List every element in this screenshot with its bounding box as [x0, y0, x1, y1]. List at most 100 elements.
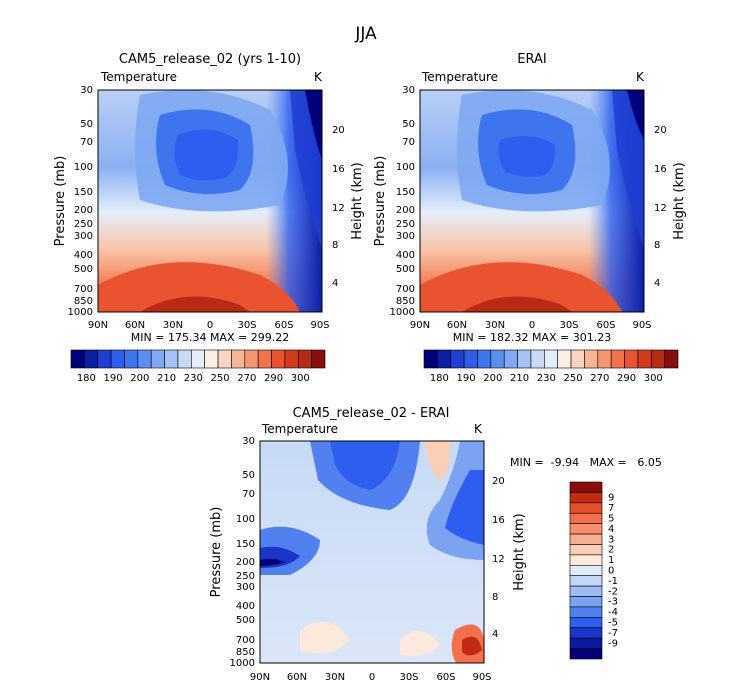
colorbar-label: -1 — [608, 576, 618, 587]
plot-frame — [419, 89, 645, 313]
colorbar-swatch — [610, 349, 625, 369]
colorbar-label: 190 — [104, 373, 123, 384]
colorbar-swatch — [217, 349, 232, 369]
panel-model: CAM5_release_02 (yrs 1-10) Temperature K… — [53, 52, 365, 384]
colorbar-label: 4 — [608, 524, 614, 535]
colorbar-swatch — [503, 349, 518, 369]
colorbar-swatch — [450, 349, 465, 369]
colorbar-swatch — [650, 349, 665, 369]
colorbar-label: -2 — [608, 586, 618, 597]
lat-tick: 30N — [325, 672, 345, 683]
lat-tick: 30S — [399, 672, 418, 683]
pressure-tick: 70 — [80, 137, 93, 148]
lat-tick: 90N — [88, 320, 108, 331]
min-max-label: MIN = 175.34 MAX = 299.22 — [131, 331, 289, 344]
pressure-tick: 100 — [74, 162, 93, 173]
height-tick: 20 — [654, 125, 667, 136]
colorbar-swatch — [244, 349, 259, 369]
panel-difference: CAM5_release_02 - ERAI Temperature K 30 … — [209, 406, 662, 683]
panel-variable-label: Temperature — [421, 70, 498, 84]
y-axis-label: Pressure (mb) — [53, 156, 68, 247]
colorbar-swatch — [569, 481, 603, 493]
colorbar-swatch — [569, 637, 603, 649]
colorbar-swatch — [297, 349, 312, 369]
lat-tick: 60S — [274, 320, 293, 331]
colorbar-label: 200 — [130, 373, 149, 384]
panel-title: CAM5_release_02 (yrs 1-10) — [119, 52, 301, 67]
panel-variable-label: Temperature — [100, 70, 177, 84]
colorbar-label: 7 — [608, 503, 614, 514]
colorbar-swatch — [124, 349, 139, 369]
pressure-tick: 250 — [396, 219, 415, 230]
colorbar-label: 5 — [608, 513, 614, 524]
colorbar-swatch — [569, 596, 603, 608]
pressure-tick: 500 — [396, 264, 415, 275]
colorbar-swatch — [569, 627, 603, 639]
pressure-tick: 100 — [236, 514, 255, 525]
panel-variable-label: Temperature — [261, 422, 338, 436]
colorbar-label: -5 — [608, 618, 618, 629]
colorbar-label: 190 — [457, 373, 476, 384]
pressure-axis: 30 50 70 100 150 200 250 300 400 500 700… — [390, 85, 415, 318]
lat-tick: 90S — [632, 320, 651, 331]
lat-tick: 30S — [237, 320, 256, 331]
pressure-tick: 850 — [74, 296, 93, 307]
pressure-tick: 300 — [74, 231, 93, 242]
lat-tick: 90S — [472, 672, 491, 683]
lat-tick: 90N — [250, 672, 270, 683]
colorbar-label: -3 — [608, 597, 618, 608]
colorbar-label: 230 — [184, 373, 203, 384]
pressure-axis: 30 50 70 100 150 200 250 300 400 500 700… — [230, 436, 255, 669]
latitude-axis: 90N 60N 30N 0 30S 60S 90S — [250, 672, 492, 683]
colorbar-label: 290 — [617, 373, 636, 384]
pressure-tick: 50 — [80, 119, 93, 130]
height-tick: 8 — [492, 592, 498, 603]
colorbar-swatch — [191, 349, 205, 369]
colorbar-label: 9 — [608, 493, 614, 504]
pressure-tick: 50 — [402, 119, 415, 130]
lat-tick: 60N — [447, 320, 467, 331]
colorbar-swatch — [231, 349, 246, 369]
height-tick: 20 — [332, 125, 345, 136]
height-tick: 16 — [654, 164, 667, 175]
colorbar-swatch — [569, 512, 603, 524]
colorbar-label: 0 — [608, 566, 614, 577]
panel-reference: ERAI Temperature K 30 50 70 100 150 200 … — [373, 52, 687, 384]
colorbar-swatch — [164, 349, 179, 369]
pressure-tick: 50 — [242, 470, 255, 481]
colorbar-label: -9 — [608, 638, 618, 649]
lat-tick: 30N — [485, 320, 505, 331]
pressure-tick: 700 — [74, 284, 93, 295]
colorbar-swatch — [84, 349, 99, 369]
colorbar-label: -4 — [608, 607, 618, 618]
colorbar-label: 210 — [157, 373, 176, 384]
pressure-tick: 250 — [236, 571, 255, 582]
colorbar-swatch — [664, 349, 679, 369]
height-tick: 12 — [492, 554, 505, 565]
colorbar-label: 200 — [483, 373, 502, 384]
y-axis-label: Pressure (mb) — [209, 507, 224, 598]
colorbar: 180 190 200 210 230 250 270 290 300 — [70, 349, 326, 384]
colorbar-swatch — [557, 349, 572, 369]
pressure-tick: 200 — [236, 557, 255, 568]
colorbar-label: 250 — [564, 373, 583, 384]
lat-tick: 60S — [596, 320, 615, 331]
colorbar-swatch — [530, 349, 545, 369]
panel-units-label: K — [314, 70, 323, 84]
min-max-label: MIN = -9.94 MAX = 6.05 — [510, 456, 662, 469]
colorbar-swatch — [624, 349, 639, 369]
colorbar-label: 250 — [211, 373, 230, 384]
colorbar-swatch — [569, 564, 603, 577]
contour-field — [260, 441, 484, 663]
colorbar-swatch — [97, 349, 112, 369]
height-tick: 12 — [654, 203, 667, 214]
colorbar-swatch — [569, 648, 603, 660]
colorbar-swatch — [569, 492, 603, 504]
height-tick: 16 — [332, 164, 345, 175]
lat-tick: 60N — [287, 672, 307, 683]
colorbar-swatch — [570, 349, 585, 369]
height-axis: 20 16 12 8 4 — [492, 476, 505, 640]
pressure-tick: 1000 — [390, 307, 415, 318]
lat-tick: 30N — [163, 320, 183, 331]
pressure-tick: 200 — [74, 205, 93, 216]
